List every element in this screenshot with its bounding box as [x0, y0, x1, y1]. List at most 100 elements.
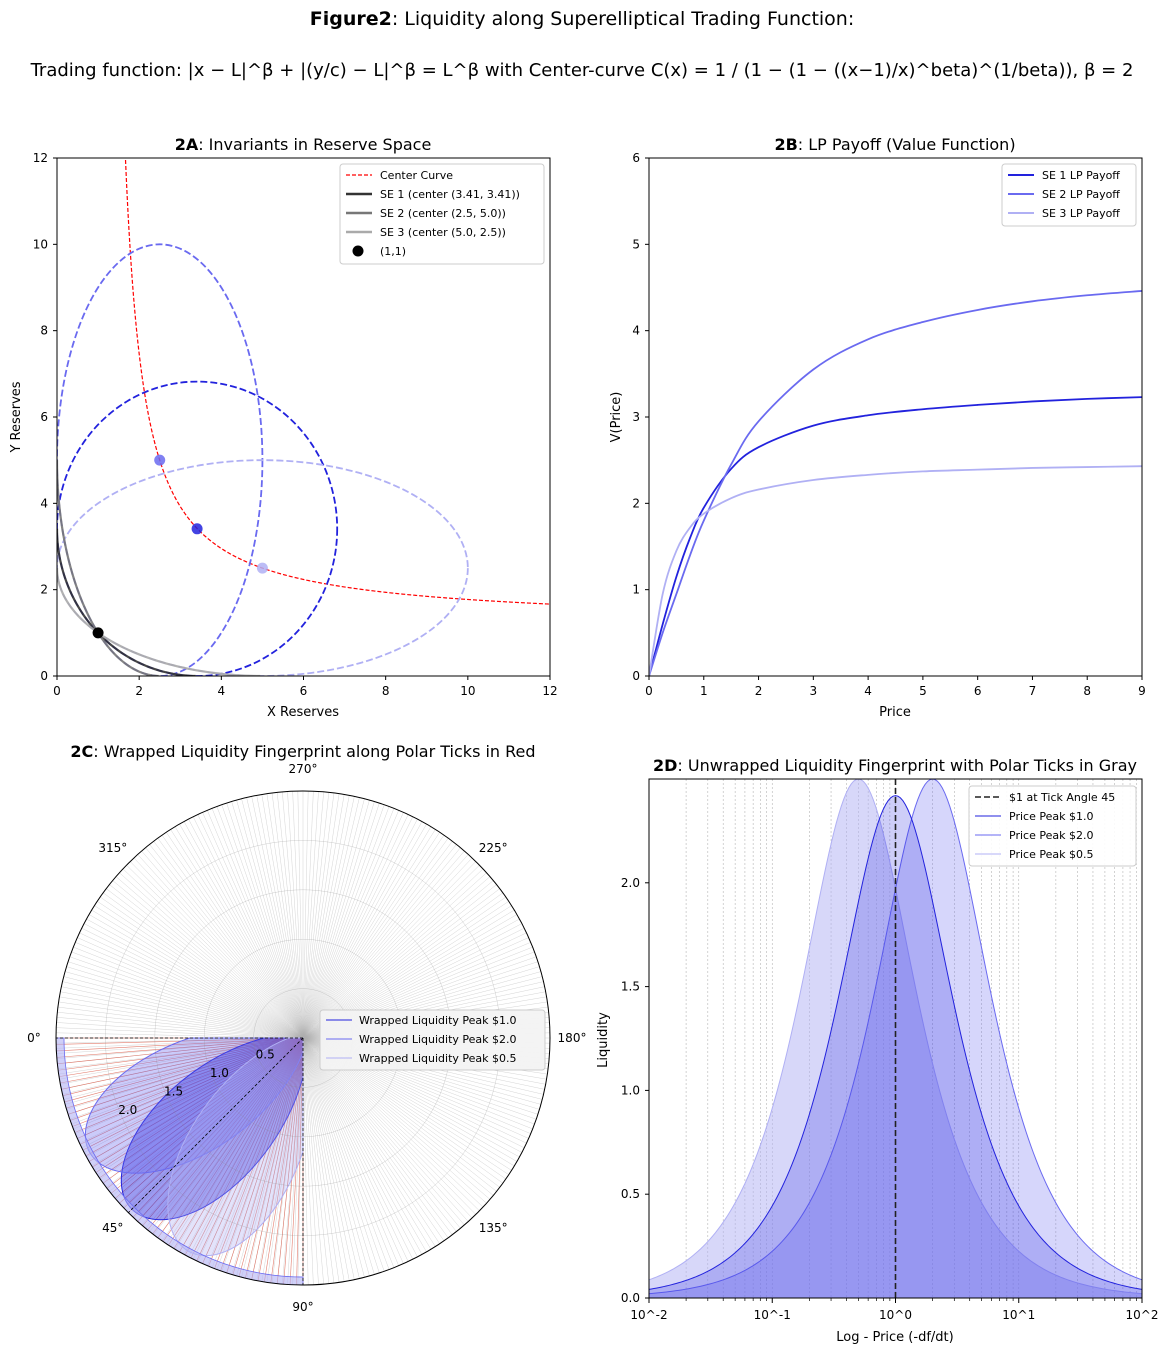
polar-tick [61, 986, 304, 1039]
polar-tick [282, 791, 304, 1039]
radial-label: 0.5 [256, 1048, 275, 1062]
legend-label: $1 at Tick Angle 45 [1009, 791, 1115, 804]
legend-label: Wrapped Liquidity Peak $2.0 [359, 1033, 517, 1046]
y-tick-label: 3 [632, 410, 640, 424]
radial-label: 1.5 [164, 1085, 183, 1099]
polar-tick [302, 796, 355, 1039]
red-polar-tick [220, 1037, 304, 1271]
x-tick-label: 8 [382, 684, 390, 698]
polar-tick [137, 854, 304, 1039]
polar-tick [302, 1037, 414, 1260]
polar-tick [133, 857, 304, 1039]
legend-box [319, 1009, 546, 1071]
red-polar-tick [95, 1037, 304, 1173]
polar-tick [145, 1037, 304, 1229]
polar-tick [302, 1037, 436, 1247]
polar-tick [66, 966, 304, 1039]
legend-swatch [352, 245, 364, 257]
red-polar-tick [77, 1037, 304, 1139]
polar-tick [302, 810, 399, 1039]
polar-tick [302, 792, 335, 1039]
polar-tick [302, 791, 324, 1039]
polar-tick [256, 795, 304, 1039]
x-tick-label: 9 [1138, 684, 1146, 698]
angle-label: 0° [27, 1031, 41, 1045]
y-tick-label: 6 [632, 151, 640, 165]
payoff-line-se3 [649, 465, 1142, 676]
polar-tick [302, 808, 395, 1039]
polar-tick [56, 1017, 304, 1039]
polar-tick [302, 1037, 309, 1285]
red-polar-tick [257, 1037, 304, 1281]
x-tick-label: 10^-1 [754, 1308, 791, 1322]
legend-box [1001, 163, 1137, 227]
liquidity-line-1 [649, 795, 1142, 1290]
se1-invariant [57, 528, 196, 676]
polar-tick [302, 1037, 380, 1273]
polar-tick [302, 1037, 330, 1284]
x-tick-label: 12 [542, 684, 557, 698]
polar-tick [271, 792, 304, 1039]
red-polar-tick [64, 1037, 304, 1103]
polar-tick [261, 1037, 304, 1282]
polar-tick [130, 861, 304, 1039]
polar-tick [197, 814, 304, 1039]
red-polar-tick [72, 1037, 304, 1127]
se3-invariant [57, 568, 261, 676]
red-polar-tick [142, 1037, 304, 1227]
red-polar-tick [232, 1037, 304, 1275]
angle-label: 225° [479, 841, 508, 855]
polar-tick [302, 800, 370, 1039]
y-tick-label: 2.0 [621, 876, 640, 890]
polar-tick [302, 1037, 335, 1284]
polar-tick [109, 884, 304, 1039]
red-polar-tick [60, 1037, 304, 1084]
x-tick-label: 3 [810, 684, 818, 698]
polar-tick [241, 1037, 304, 1278]
red-polar-tick [56, 1037, 304, 1058]
polar-tick [236, 800, 304, 1039]
red-polar-tick [85, 1037, 304, 1157]
polar-tick [302, 1037, 418, 1258]
panel-2a-legend: Center Curve SE 1 (center (3.41, 3.41)) SE… [339, 163, 545, 265]
x-tick-label: 7 [1029, 684, 1037, 698]
polar-tick [202, 812, 304, 1039]
polar-tick [297, 791, 304, 1039]
se2-invariant [57, 460, 159, 676]
legend-label: Price Peak $1.0 [1009, 810, 1093, 823]
polar-tick [161, 835, 304, 1039]
polar-tick [302, 816, 414, 1039]
polar-tick [170, 1037, 304, 1247]
polar-tick [302, 791, 309, 1039]
polar-tick [122, 868, 304, 1039]
polar-tick [211, 808, 304, 1039]
polar-tick [112, 880, 304, 1039]
polar-tick [216, 806, 304, 1039]
polar-tick [302, 801, 375, 1039]
polar-tick [65, 971, 304, 1039]
polar-tick [302, 865, 480, 1039]
legend-box [968, 785, 1137, 867]
radial-label: 2.0 [118, 1103, 137, 1117]
center-point-2 [191, 523, 203, 535]
red-polar-tick [82, 1037, 304, 1151]
polar-tick [126, 1037, 304, 1211]
legend-label: SE 2 (center (2.5, 5.0)) [380, 207, 506, 220]
polar-tick [302, 1037, 445, 1241]
y-tick-label: 0 [40, 669, 48, 683]
red-polar-tick [99, 1037, 304, 1179]
panel-2b-frame [648, 157, 1143, 677]
polar-tick [302, 1037, 432, 1250]
polar-tick [302, 1037, 453, 1235]
center-point-1 [154, 454, 166, 466]
polar-tick [302, 844, 457, 1039]
polar-tick [302, 804, 385, 1039]
legend-label: Wrapped Liquidity Peak $0.5 [359, 1052, 517, 1065]
polar-tick [261, 794, 304, 1039]
polar-tick [56, 1032, 304, 1039]
polar-tick [109, 1037, 304, 1192]
polar-tick [97, 1037, 304, 1175]
polar-tick [73, 946, 304, 1039]
y-tick-label: 0.5 [621, 1187, 640, 1201]
